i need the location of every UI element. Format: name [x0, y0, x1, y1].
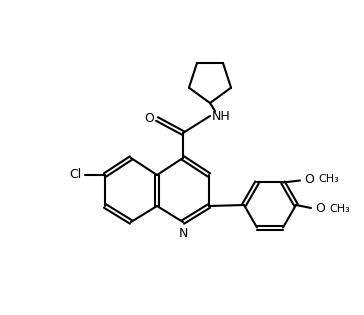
Text: O: O [144, 112, 154, 125]
Text: CH₃: CH₃ [318, 175, 339, 185]
Text: NH: NH [212, 110, 231, 123]
Text: CH₃: CH₃ [329, 204, 350, 214]
Text: Cl: Cl [69, 169, 81, 181]
Text: O: O [304, 173, 314, 186]
Text: N: N [178, 227, 188, 240]
Text: O: O [315, 203, 325, 215]
